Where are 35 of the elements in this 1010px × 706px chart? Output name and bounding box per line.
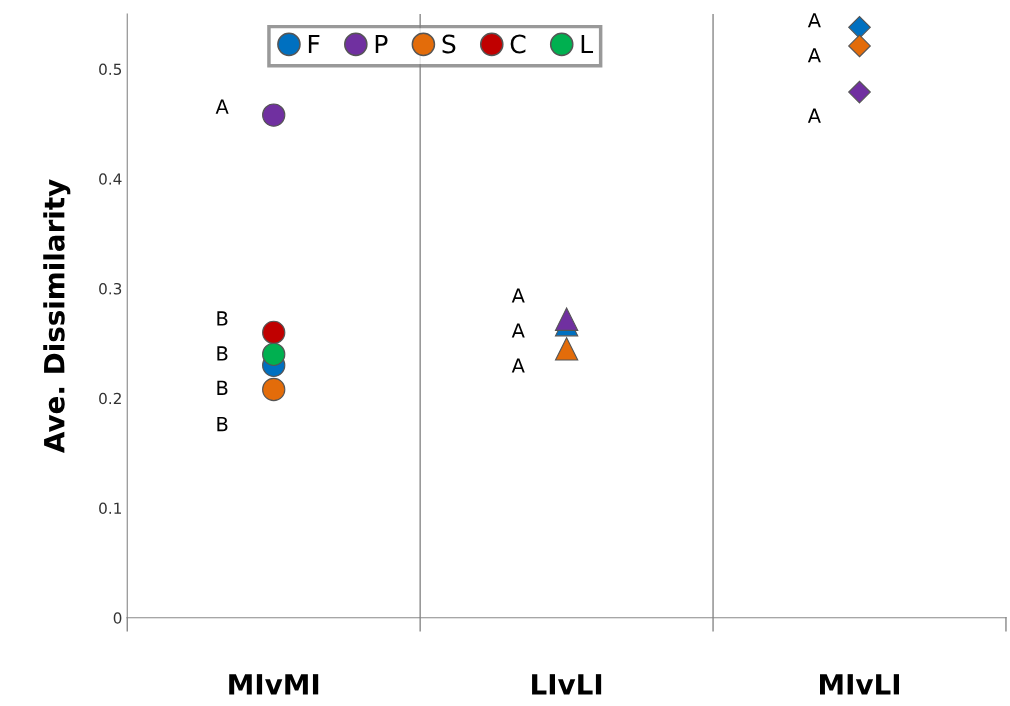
- annotation: A: [511, 358, 525, 373]
- y-tick-label: 0.4: [99, 173, 122, 185]
- legend-label: C: [510, 34, 526, 54]
- point: [262, 377, 286, 402]
- y-tick-label: 0: [113, 612, 122, 624]
- point: [848, 34, 871, 58]
- annotation: A: [807, 108, 821, 123]
- annotation: B: [217, 346, 228, 361]
- x-tick-label: MIvLI: [820, 674, 900, 695]
- legend-label: S: [442, 34, 456, 54]
- legend-label: L: [581, 34, 594, 54]
- legend-label: F: [308, 34, 320, 54]
- annotation: A: [807, 48, 821, 63]
- annotation: B: [217, 311, 228, 326]
- point: [262, 103, 286, 127]
- y-tick-label: 0.3: [99, 282, 122, 295]
- annotation: A: [511, 288, 525, 303]
- point: [262, 320, 286, 345]
- annotation: A: [215, 99, 229, 114]
- y-axis-title: Ave. Dissimilarity: [43, 179, 71, 453]
- point: [554, 307, 579, 331]
- x-tick-label: LIvLI: [532, 674, 602, 695]
- annotation: A: [511, 323, 525, 338]
- y-tick-label: 0.5: [99, 63, 122, 76]
- y-tick-label: 0.2: [99, 392, 121, 405]
- point: [262, 342, 286, 367]
- point: [554, 337, 579, 361]
- annotation: B: [217, 380, 228, 395]
- annotation: B: [217, 416, 228, 432]
- annotation: A: [807, 13, 821, 28]
- point: [848, 80, 871, 104]
- legend-label: P: [375, 34, 388, 54]
- x-tick-label: MIvMI: [229, 674, 319, 695]
- y-tick-label: 0.1: [99, 502, 121, 515]
- point: [848, 15, 871, 39]
